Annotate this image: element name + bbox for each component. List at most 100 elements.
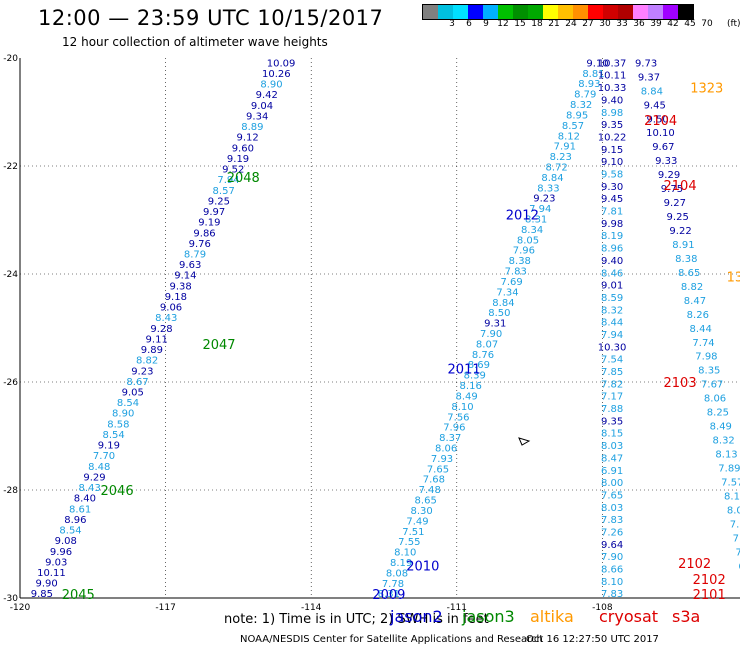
swh-value: 8.39 (464, 371, 486, 382)
swh-value: 9.19 (198, 218, 220, 229)
swh-value: 9.10 (601, 157, 623, 168)
swh-value: 7.51 (402, 527, 424, 538)
swh-value: 8.40 (74, 494, 96, 505)
swh-value: 9.85 (31, 589, 53, 600)
color-scale-label: 70 (701, 19, 713, 29)
swh-value: 9.19 (227, 154, 249, 165)
swh-value: 9.33 (655, 156, 677, 167)
color-swatch (483, 5, 498, 19)
swh-value: 8.54 (102, 430, 124, 441)
swh-value: 9.12 (236, 133, 258, 144)
swh-value: 9.45 (601, 194, 623, 205)
swh-value: 7.89 (718, 463, 740, 474)
swh-value: 7.34 (496, 287, 518, 298)
swh-value: 7.69 (500, 277, 522, 288)
swh-value: 7.74 (692, 338, 714, 349)
swh-value: 9.97 (203, 207, 225, 218)
swh-value: 9.67 (652, 142, 674, 153)
swh-value: 8.32 (570, 100, 592, 111)
swh-value: 10.37 (598, 58, 627, 69)
swh-value: 8.66 (601, 565, 623, 576)
color-swatch (558, 5, 573, 19)
swh-value: 8.57 (562, 121, 584, 132)
swh-value: 7.17 (601, 392, 623, 403)
color-scale-unit: (ft) (727, 19, 740, 29)
swh-value: 8.43 (79, 483, 101, 494)
swh-value: 8.06 (727, 505, 740, 516)
cycle-label: 2011 (448, 363, 481, 378)
swh-value: 8.44 (690, 324, 712, 335)
swh-value: 8.08 (386, 568, 408, 579)
swh-value: 7.78 (382, 579, 404, 590)
swh-value: 9.23 (533, 194, 555, 205)
swh-value: 9.42 (256, 90, 278, 101)
color-swatch (468, 5, 483, 19)
swh-value: 9.96 (50, 547, 72, 558)
swh-value: 9.89 (141, 345, 163, 356)
swh-value: 8.84 (641, 86, 663, 97)
y-tick-label: -26 (3, 378, 18, 388)
swh-value: 8.03 (601, 441, 623, 452)
swh-value: 8.30 (410, 506, 432, 517)
swh-value: 7.48 (419, 485, 441, 496)
swh-value: 8.57 (213, 186, 235, 197)
legend-item-s3a: s3a (672, 607, 701, 626)
swh-value: 9.90 (35, 579, 57, 590)
swh-value: 7.68 (423, 475, 445, 486)
color-scale-label: 12 (497, 19, 509, 29)
swh-value: 7.94 (529, 204, 551, 215)
swh-value: 7.26 (601, 527, 623, 538)
swh-value: 8.79 (184, 249, 206, 260)
swh-value: 9.35 (601, 416, 623, 427)
footer-note: note: 1) Time is in UTC; 2) SWH is in fe… (224, 612, 489, 627)
swh-value: 7.65 (427, 464, 449, 475)
swh-value: 8.31 (525, 215, 547, 226)
legend-item-cryosat: cryosat (599, 607, 659, 626)
swh-value: 9.06 (160, 303, 182, 314)
color-swatch (543, 5, 558, 19)
swh-value: 8.49 (455, 391, 477, 402)
y-tick-label: -20 (3, 54, 18, 64)
color-scale-label: 18 (531, 19, 543, 29)
swh-value: 8.07 (476, 339, 498, 350)
swh-value: 9.60 (232, 143, 254, 154)
cursor-icon (518, 437, 531, 446)
swh-value: 8.61 (69, 504, 91, 515)
swh-value: 8.19 (601, 231, 623, 242)
swh-value: 7.37 (730, 519, 740, 530)
cycle-label: 2102 (693, 573, 726, 588)
swh-value: 9.73 (635, 58, 657, 69)
swh-value: 7.83 (601, 589, 623, 600)
swh-value: 7.90 (601, 552, 623, 563)
y-tick-label: -28 (3, 486, 18, 496)
swh-value: 8.84 (492, 298, 514, 309)
swh-value: 10.10 (646, 128, 675, 139)
swh-value: 8.76 (472, 350, 494, 361)
swh-value: 7.93 (431, 454, 453, 465)
swh-value: 8.93 (578, 79, 600, 90)
cycle-label: 1323 (690, 82, 723, 97)
swh-value: 9.04 (251, 101, 273, 112)
swh-value: 9.86 (193, 228, 215, 239)
swh-value: 8.82 (136, 356, 158, 367)
swh-value: 9.23 (131, 366, 153, 377)
swh-value: 7.94 (601, 330, 623, 341)
swh-value: 9.52 (222, 165, 244, 176)
swh-value: 7.91 (554, 142, 576, 153)
swh-value: 9.25 (208, 196, 230, 207)
color-scale-label: 39 (650, 19, 662, 29)
swh-value: 7.94 (217, 175, 239, 186)
swh-value: 8.79 (574, 90, 596, 101)
swh-value: 9.25 (667, 212, 689, 223)
swh-value: 8.05 (517, 235, 539, 246)
color-swatch (573, 5, 588, 19)
swh-value: 7.85 (601, 367, 623, 378)
swh-value: 9.22 (669, 226, 691, 237)
swh-value: 9.98 (601, 219, 623, 230)
swh-value: 8.91 (672, 240, 694, 251)
swh-value: 9.34 (246, 111, 268, 122)
swh-value: 9.64 (601, 540, 623, 551)
swh-value: 8.10 (394, 548, 416, 559)
